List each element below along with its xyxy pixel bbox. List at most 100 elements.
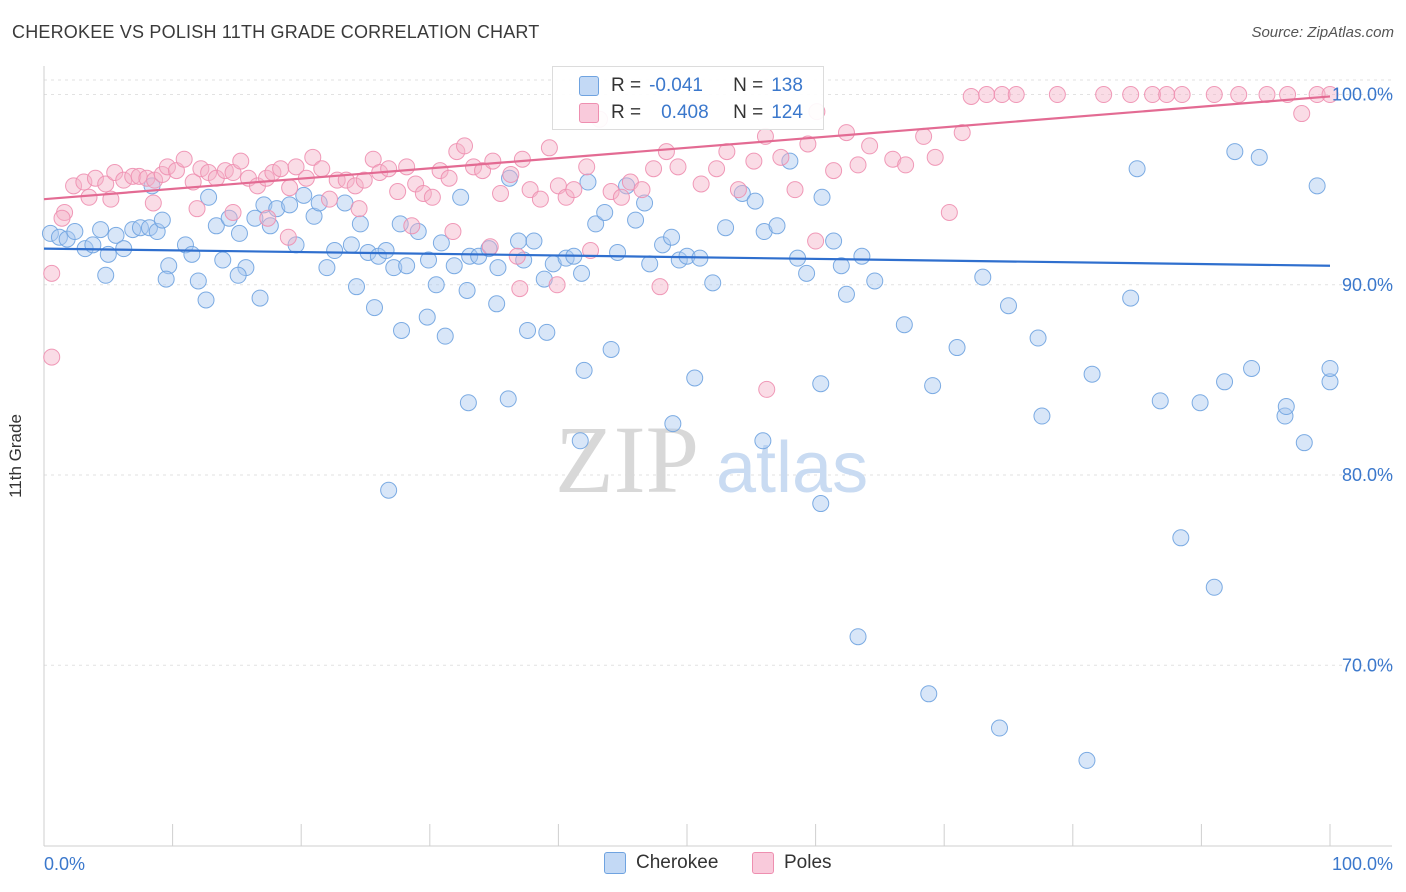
poles-point-83 [825,162,843,180]
poles-point-110 [53,209,71,227]
poles-point-95 [993,86,1011,104]
poles-point-122 [508,247,526,265]
poles-point-99 [1122,86,1140,104]
watermark: ZIP atlas [555,406,868,513]
legend-row-poles: R = 0.408 N = 124 [553,101,803,125]
cherokee-point-59 [525,232,543,250]
cherokee-point-27 [255,196,273,214]
poles-point-77 [745,152,763,170]
poles-point-73 [692,175,710,193]
poles-point-107 [1293,105,1311,123]
x-tick-label-1: 100.0% [1332,854,1393,874]
cherokee-point-138 [1205,578,1223,596]
poles-point-90 [926,148,944,166]
poles-point-94 [978,86,996,104]
cherokee-point-30 [281,196,299,214]
chart-title: CHEROKEE VS POLISH 11TH GRADE CORRELATIO… [12,22,540,42]
cherokee-point-55 [489,259,507,277]
cherokee-point-84 [781,152,799,170]
cherokee-point-16 [160,257,178,275]
cherokee-legend-swatch [604,852,626,874]
poles-point-71 [669,158,687,176]
poles-point-42 [389,183,407,201]
cherokee-point-126 [380,481,398,499]
cherokee-point-87 [825,232,843,250]
cherokee-point-49 [432,234,450,252]
poles-point-103 [1205,86,1223,104]
poles-point-32 [304,148,322,166]
cherokee-point-118 [1151,392,1169,410]
cherokee-point-74 [663,228,681,246]
cherokee-legend-label: Cherokee [636,852,719,873]
poles-point-126 [651,278,669,296]
poles-point-0 [43,264,61,282]
poles-point-92 [953,124,971,142]
cherokee-point-114 [1000,297,1017,315]
poles-point-70 [657,143,675,161]
poles-point-45 [414,184,432,202]
cherokee-point-94 [251,289,269,307]
poles-point-51 [465,158,483,176]
poles-point-109 [1321,86,1339,104]
cherokee-point-108 [837,285,855,303]
cherokee-point-71 [636,194,654,212]
y-tick-label-3: 100.0% [1332,85,1393,105]
poles-point-68 [633,181,651,199]
cherokee-point-111 [924,377,942,395]
r-value: -0.041 [649,75,703,96]
cherokee-point-95 [347,278,365,296]
legend-item-poles[interactable]: Poles [752,852,832,874]
cherokee-point-91 [157,270,175,288]
cherokee-point-110 [895,316,913,334]
cherokee-point-57 [510,232,528,250]
cherokee-point-145 [1308,177,1326,195]
watermark-zip: ZIP [555,406,699,513]
cherokee-point-144 [1250,148,1268,166]
poles-point-89 [915,127,933,145]
cherokee-point-132 [812,495,830,513]
cherokee-point-139 [1277,398,1295,416]
n-value: 124 [771,102,803,123]
cherokee-point-72 [641,255,659,273]
cherokee-point-33 [305,207,323,225]
poles-point-16 [175,150,193,168]
cherokee-point-50 [445,257,463,275]
poles-point-93 [962,87,980,105]
axes [43,66,1392,847]
legend-item-cherokee[interactable]: Cherokee [604,852,718,874]
cherokee-point-142 [1128,160,1146,178]
poles-point-87 [884,150,902,168]
poles-point-102 [1173,86,1191,104]
cherokee-point-70 [627,211,645,229]
poles-point-104 [1230,86,1248,104]
cherokee-trendline [43,247,1331,267]
cherokee-point-3 [66,223,84,241]
poles-point-74 [708,160,726,178]
cherokee-point-19 [189,272,207,290]
cherokee-point-34 [310,194,328,212]
cherokee-point-86 [813,188,831,206]
poles-point-115 [224,203,242,221]
cherokee-point-93 [229,266,247,284]
poles-point-114 [188,200,206,218]
poles-point-91 [940,203,958,221]
y-tick-label-2: 90.0% [1342,275,1393,295]
cherokee-point-134 [920,685,938,703]
poles-point-113 [144,194,162,212]
poles-points [43,86,1339,398]
cherokee-point-81 [746,192,764,210]
cherokee-point-85 [798,264,816,282]
cherokee-point-129 [571,432,589,450]
r-label: R = [611,75,642,96]
cherokee-point-66 [587,215,605,233]
poles-point-81 [799,135,817,153]
cherokee-point-92 [197,291,215,309]
poles-point-127 [758,380,776,398]
poles-point-117 [279,228,297,246]
poles-point-118 [350,200,368,218]
cherokee-point-14 [153,211,171,229]
poles-point-34 [320,190,338,208]
poles-point-86 [861,137,879,155]
poles-point-119 [403,217,421,235]
cherokee-swatch [579,76,599,96]
